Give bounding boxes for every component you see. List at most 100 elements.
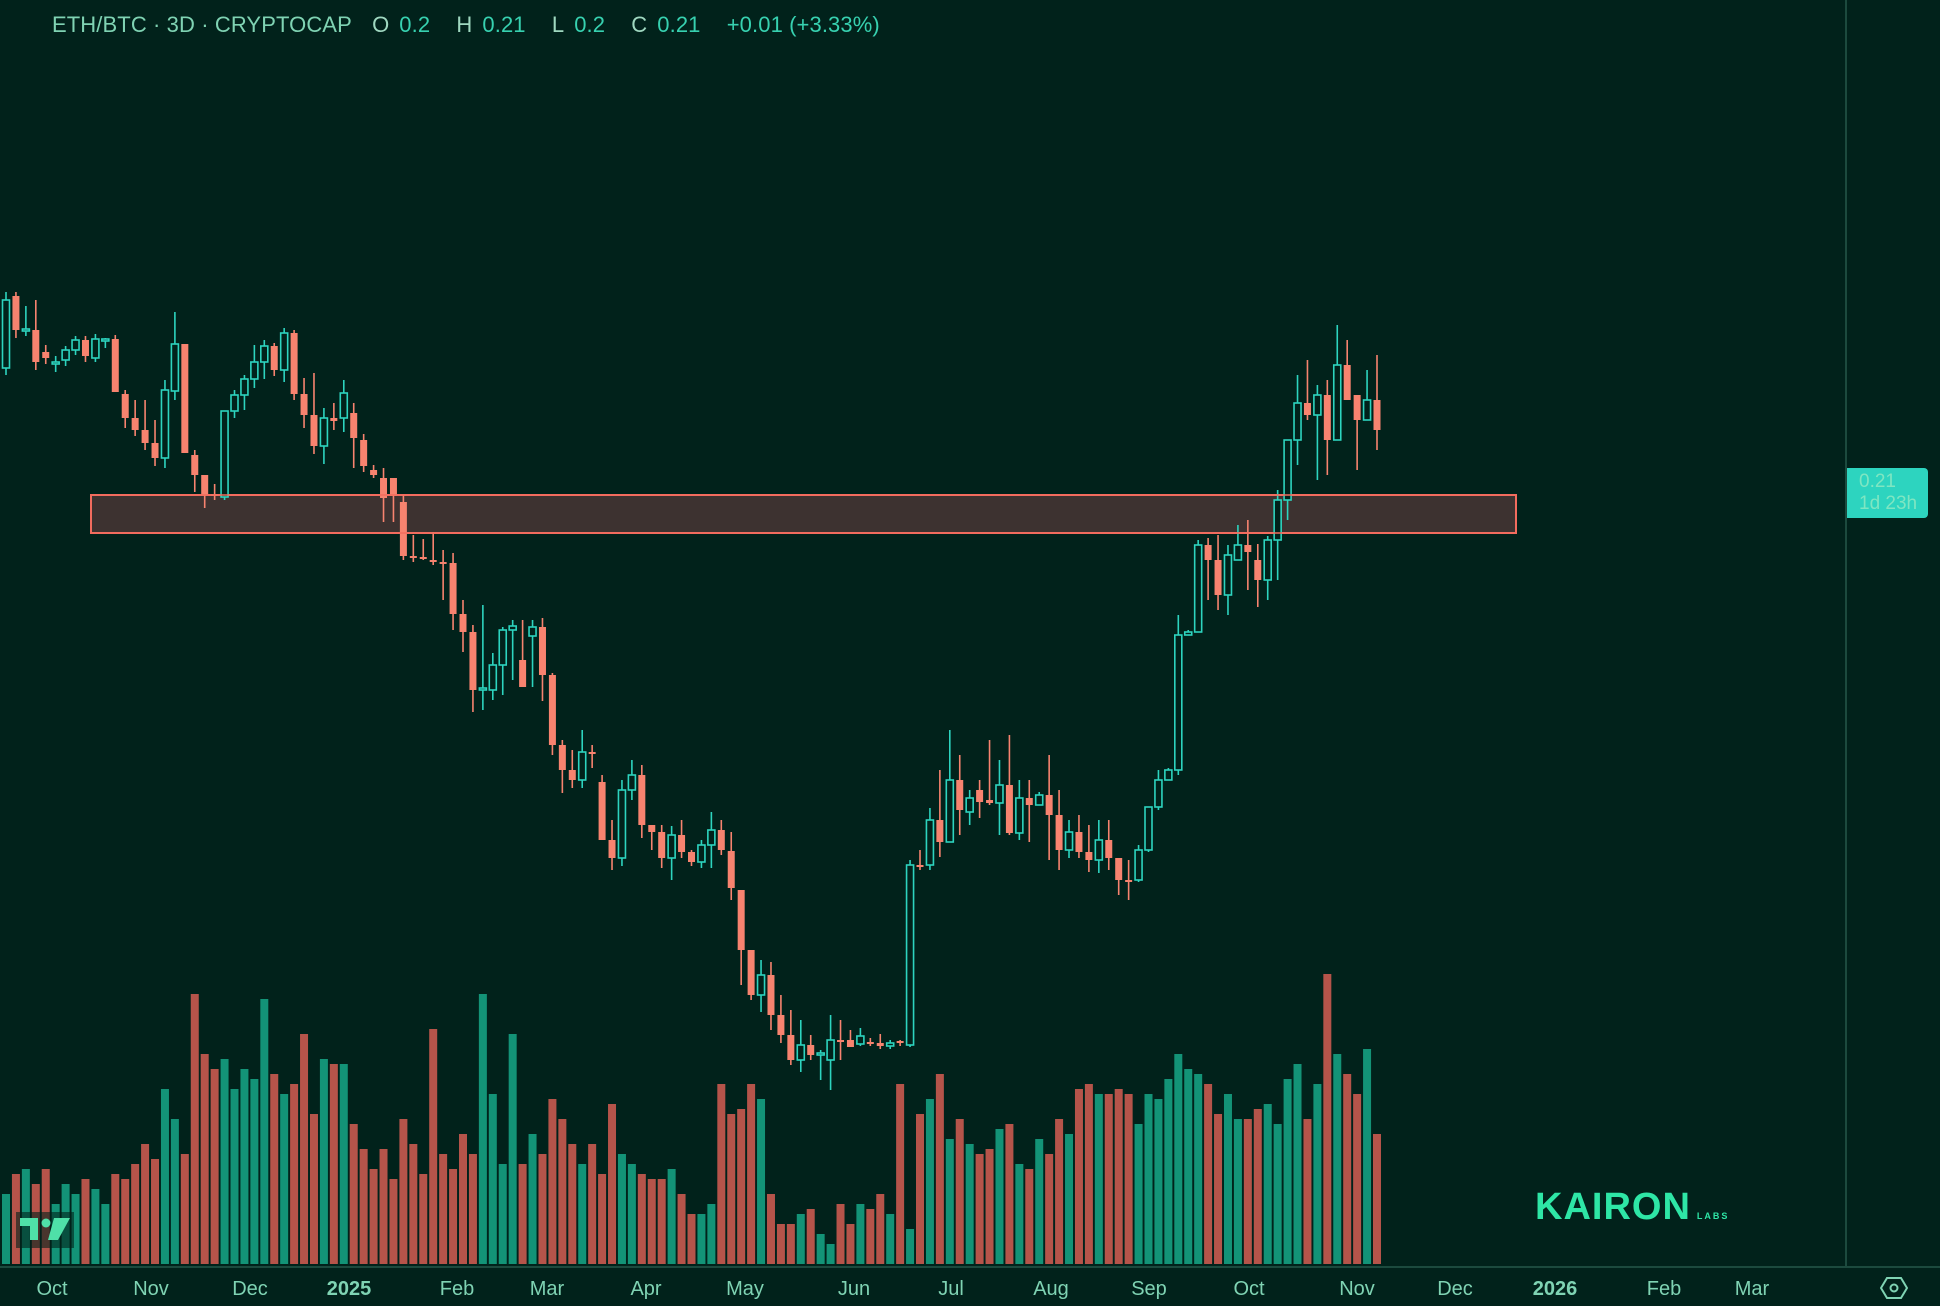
- time-tick-nov: Nov: [1339, 1278, 1375, 1300]
- volume-bar: [478, 994, 487, 1264]
- time-tick-may: May: [726, 1278, 764, 1300]
- volume-bar: [617, 1154, 626, 1264]
- candle: [319, 417, 329, 447]
- candle: [787, 1035, 795, 1060]
- candle: [538, 627, 546, 675]
- candle: [925, 819, 935, 866]
- volume-bar: [141, 1144, 150, 1264]
- time-tick-aug: Aug: [1033, 1278, 1069, 1300]
- candle: [1125, 880, 1133, 882]
- volume-bar: [1074, 1089, 1083, 1264]
- volume-bar: [339, 1064, 348, 1264]
- candle: [1045, 795, 1053, 815]
- support-resistance-zone[interactable]: [90, 494, 1517, 534]
- volume-bar: [369, 1169, 378, 1264]
- candle: [1233, 544, 1243, 561]
- volume-bar: [1154, 1099, 1163, 1264]
- volume-bar: [449, 1169, 458, 1264]
- volume-bar: [1164, 1079, 1173, 1264]
- volume-bar: [806, 1209, 815, 1264]
- volume-bar: [260, 999, 269, 1264]
- candle: [1283, 439, 1292, 501]
- settings-icon[interactable]: [1880, 1276, 1908, 1300]
- candle: [577, 751, 587, 781]
- volume-bar: [796, 1214, 805, 1264]
- current-price-label: 0.21 1d 23h: [1847, 468, 1928, 518]
- volume-bar: [896, 1084, 905, 1264]
- candle: [1214, 560, 1222, 595]
- time-tick-mar: Mar: [1734, 1278, 1770, 1300]
- candle: [727, 851, 735, 888]
- volume-bar: [816, 1234, 825, 1264]
- candle: [270, 346, 278, 370]
- symbol-title[interactable]: ETH/BTC · 3D · CRYPTOCAP: [52, 12, 352, 37]
- volume-bar: [945, 1139, 954, 1264]
- candle: [688, 852, 695, 862]
- candle: [439, 562, 447, 564]
- volume-bar: [1273, 1124, 1282, 1264]
- volume-bar: [1363, 1049, 1372, 1264]
- volume-bar: [1084, 1084, 1093, 1264]
- volume-bar: [1323, 974, 1332, 1264]
- candle: [498, 629, 508, 666]
- candle: [1174, 634, 1183, 771]
- candle: [1373, 400, 1381, 430]
- volume-bar: [1045, 1154, 1054, 1264]
- candle: [191, 455, 199, 475]
- candle: [1273, 499, 1282, 541]
- candle: [1025, 798, 1033, 805]
- candle: [1263, 539, 1273, 581]
- candle: [936, 820, 944, 842]
- candle: [1164, 769, 1173, 781]
- volume-bar: [1204, 1084, 1213, 1264]
- volume-bar: [319, 1059, 328, 1264]
- candle: [1055, 815, 1063, 850]
- volume-bar: [399, 1119, 408, 1264]
- volume-bar: [747, 1084, 756, 1264]
- candle: [756, 974, 766, 996]
- candle: [1353, 395, 1361, 420]
- candle: [945, 779, 955, 843]
- volume-bar: [1035, 1139, 1044, 1264]
- candle: [558, 745, 566, 770]
- volume-bar: [856, 1204, 865, 1264]
- candle: [707, 829, 716, 846]
- volume-bar: [508, 1034, 517, 1264]
- time-tick-dec: Dec: [1437, 1278, 1473, 1300]
- volume-bar: [1055, 1119, 1064, 1264]
- time-tick-oct: Oct: [36, 1278, 68, 1300]
- candle: [885, 1042, 895, 1047]
- candle: [151, 443, 159, 458]
- volume-bar: [1065, 1134, 1074, 1264]
- volume-bar: [578, 1164, 587, 1264]
- volume-bar: [290, 1084, 299, 1264]
- volume-bar: [210, 1069, 219, 1264]
- candle: [876, 1043, 884, 1046]
- volume-bar: [528, 1134, 537, 1264]
- volume-bar: [121, 1179, 130, 1264]
- candle: [181, 344, 189, 453]
- candle: [478, 687, 488, 691]
- candle: [1154, 779, 1163, 808]
- candle: [61, 349, 70, 361]
- candle: [1144, 806, 1153, 851]
- volume-bar: [1343, 1074, 1352, 1264]
- volume-bar: [558, 1119, 567, 1264]
- tradingview-logo-icon[interactable]: [16, 1212, 74, 1248]
- candle: [360, 440, 368, 466]
- volume-bar: [1015, 1164, 1024, 1264]
- volume-bar: [389, 1179, 398, 1264]
- candle: [310, 415, 318, 446]
- volume-bar: [906, 1229, 915, 1264]
- price-axis[interactable]: [1845, 0, 1940, 1266]
- candle: [1134, 849, 1143, 881]
- candle: [111, 339, 119, 392]
- time-tick-dec: Dec: [232, 1278, 268, 1300]
- candle: [816, 1052, 825, 1056]
- candle: [598, 782, 606, 840]
- volume-bar: [359, 1149, 368, 1264]
- volume-bar: [1194, 1074, 1203, 1264]
- volume-bar: [518, 1164, 527, 1264]
- time-axis[interactable]: Oct Nov Dec 2025 Feb Mar Apr May Jun Jul Aug Sep Oct…: [0, 1266, 1940, 1306]
